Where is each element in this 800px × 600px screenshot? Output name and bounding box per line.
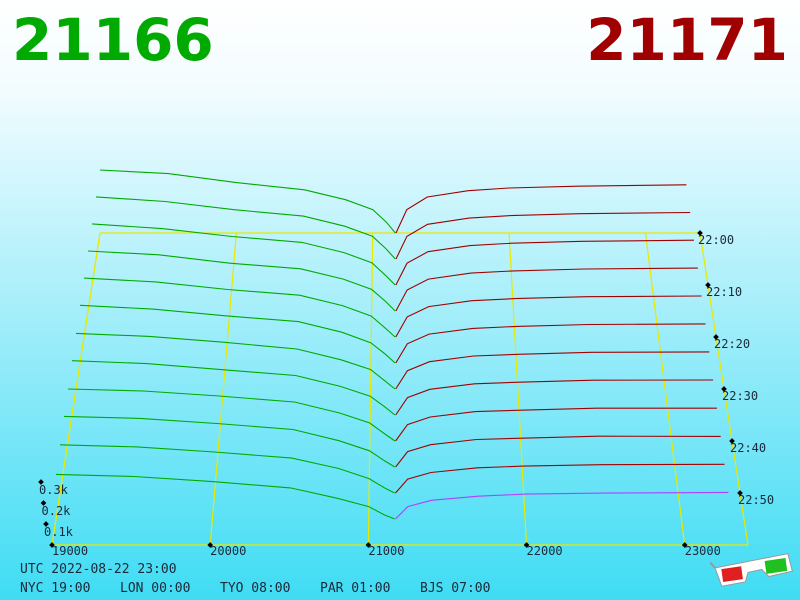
bid-depth-line — [95, 196, 396, 260]
best-ask: 21171 — [586, 6, 788, 74]
time-tick-label: 22:50 — [738, 493, 774, 507]
ask-depth-line — [395, 379, 714, 416]
axes: 19000 20000 21000 22000 23000 22:00 22:10 22:20… — [38, 230, 774, 558]
bid-depth-line — [59, 444, 395, 494]
ask-depth-line — [395, 491, 729, 520]
3d-glasses-icon — [709, 553, 793, 587]
tick-mark — [523, 542, 530, 548]
bid-depth-line — [63, 415, 396, 468]
ask-depth-line — [395, 407, 717, 442]
city-clock: LON 00:00 — [120, 581, 190, 596]
ask-depth-line — [395, 295, 702, 338]
ask-depth-line — [395, 239, 695, 286]
depth-surface — [55, 169, 729, 520]
tick-mark — [49, 542, 55, 548]
ask-depth-line — [395, 211, 691, 260]
depth-tick-label: 0.1k — [44, 525, 74, 539]
ask-depth-line — [395, 351, 710, 390]
city-clock: PAR 01:00 — [320, 581, 390, 596]
tick-mark — [207, 542, 214, 548]
bid-depth-line — [75, 332, 396, 390]
bid-depth-line — [91, 223, 396, 286]
time-tick-label: 22:20 — [714, 337, 750, 351]
grid-line — [209, 232, 237, 546]
city-clock: NYC 19:00 — [20, 581, 90, 596]
city-clock: TYO 08:00 — [220, 581, 290, 596]
bid-depth-line — [79, 304, 396, 364]
bid-depth-line — [83, 277, 396, 338]
time-tick-mark — [705, 282, 711, 288]
x-tick-label: 20000 — [210, 544, 246, 558]
ask-depth-line — [395, 184, 687, 234]
time-tick-label: 22:40 — [730, 441, 766, 455]
time-tick-mark — [737, 490, 743, 496]
ask-depth-line — [395, 463, 725, 494]
best-bid: 21166 — [12, 6, 214, 74]
tick-mark — [365, 542, 372, 548]
time-tick-label: 22:00 — [698, 233, 734, 247]
time-tick-label: 22:10 — [706, 285, 742, 299]
bid-depth-line — [71, 360, 396, 416]
city-clocks: NYC 19:00 LON 00:00 TYO 08:00 PAR 01:00 BJS … — [20, 581, 490, 596]
time-tick-mark — [697, 230, 703, 236]
tick-mark — [681, 542, 688, 548]
x-tick-label: 22000 — [527, 544, 563, 558]
time-tick-mark — [729, 438, 735, 444]
grid-line — [367, 232, 374, 546]
bid-depth-line — [99, 169, 396, 234]
depth-tick-label: 0.2k — [42, 504, 72, 518]
utc-time: UTC 2022-08-22 23:00 — [20, 562, 177, 577]
ask-depth-line — [395, 267, 698, 312]
time-tick-mark — [713, 334, 719, 340]
ask-depth-line — [395, 323, 706, 364]
grid-line — [508, 232, 528, 546]
depth-tick-mark — [43, 521, 49, 527]
bid-depth-line — [67, 388, 396, 442]
x-tick-label: 23000 — [685, 544, 721, 558]
time-tick-label: 22:30 — [722, 389, 758, 403]
bid-depth-line — [55, 473, 395, 520]
x-tick-label: 21000 — [368, 544, 404, 558]
time-tick-mark — [721, 386, 727, 392]
depth-tick-label: 0.3k — [39, 483, 69, 497]
city-clock: BJS 07:00 — [420, 581, 490, 596]
ask-depth-line — [395, 435, 721, 468]
x-tick-label: 19000 — [52, 544, 88, 558]
bid-depth-line — [87, 250, 396, 312]
